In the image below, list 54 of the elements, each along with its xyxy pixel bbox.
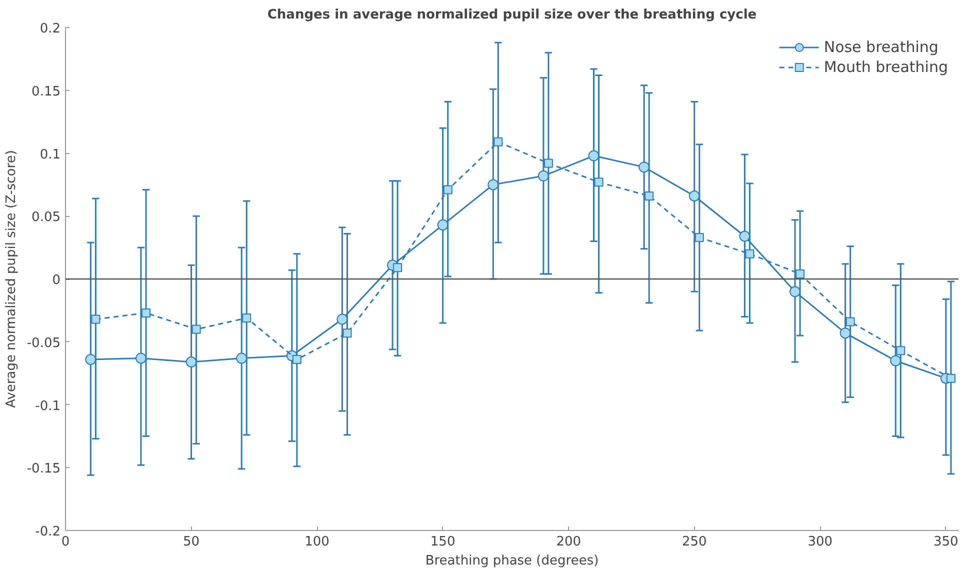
- x-tick-label: 200: [556, 534, 582, 550]
- y-tick-label: 0.2: [40, 22, 61, 36]
- legend-label: Mouth breathing: [824, 58, 948, 76]
- point: [946, 374, 956, 383]
- y-tick-label: 0: [52, 273, 61, 288]
- point: [336, 314, 348, 325]
- y-tick-label: -0.2: [35, 524, 61, 540]
- point: [796, 269, 805, 278]
- y-tick-label: -0.1: [35, 398, 61, 414]
- point: [488, 179, 499, 190]
- point: [393, 263, 402, 272]
- point: [85, 354, 96, 365]
- point: [840, 328, 851, 339]
- point: [91, 314, 100, 324]
- point: [739, 230, 750, 242]
- point: [688, 190, 700, 202]
- y-tick-label: -0.15: [26, 462, 61, 477]
- point: [538, 170, 549, 182]
- point: [789, 286, 800, 298]
- point: [437, 219, 448, 230]
- point: [638, 162, 650, 173]
- point: [141, 308, 150, 318]
- x-tick-label: 250: [682, 534, 707, 550]
- y-tick-label: -0.05: [26, 336, 61, 351]
- point: [588, 150, 600, 162]
- point: [890, 355, 902, 366]
- x-tick-label: 50: [183, 534, 200, 550]
- chart-title: Changes in average normalized pupil size over the breathing cycle: [267, 8, 757, 22]
- point: [846, 317, 855, 326]
- point: [443, 185, 452, 194]
- point: [242, 313, 252, 322]
- point: [236, 352, 248, 364]
- point: [694, 233, 704, 242]
- x-axis-title: Breathing phase (degrees): [425, 554, 599, 568]
- point: [594, 178, 604, 187]
- point: [644, 192, 654, 201]
- y-tick-label: 0.05: [32, 210, 61, 226]
- point: [186, 356, 197, 368]
- y-tick-label: 0.15: [32, 84, 61, 100]
- point: [896, 346, 906, 356]
- point: [745, 249, 754, 258]
- point: [544, 158, 553, 168]
- point: [494, 137, 503, 146]
- x-tick-label: 350: [934, 534, 958, 550]
- point: [292, 354, 302, 364]
- x-tick-label: 100: [304, 534, 330, 550]
- y-axis-title: Average normalized pupil size (Z-score): [4, 150, 19, 408]
- point: [192, 324, 201, 334]
- y-tick-label: 0.1: [40, 147, 61, 162]
- legend-label: Nose breathing: [824, 38, 938, 56]
- x-tick-label: 150: [430, 534, 456, 550]
- point: [135, 352, 146, 364]
- point: [342, 328, 352, 338]
- x-tick-label: 300: [808, 534, 833, 550]
